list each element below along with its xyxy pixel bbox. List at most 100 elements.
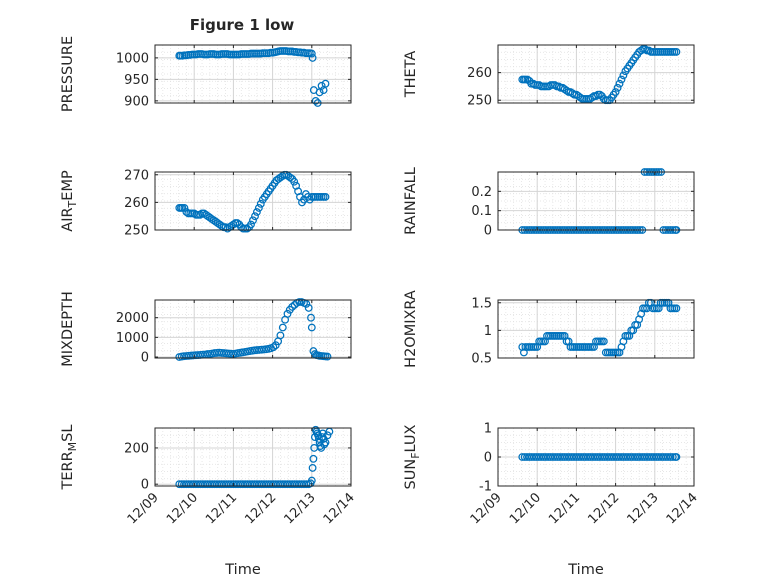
data-point [599, 337, 608, 346]
data-point [278, 172, 287, 181]
data-point [309, 454, 318, 463]
subplot-pressure: 900 950 1000 PRESSURE [60, 36, 352, 112]
data-point [302, 480, 311, 489]
x-tick-label: 12/09 [125, 490, 162, 527]
data-point [256, 199, 265, 208]
y-tick-label: 0.5 [471, 352, 492, 367]
subplot-sun-flux: -1 0 1 SUNFLUX [403, 422, 695, 495]
y-axis-label: SUNFLUX [403, 424, 422, 489]
data-point [278, 323, 287, 332]
axes-box [154, 299, 352, 359]
data-point [637, 46, 646, 55]
x-tick-label: 12/10 [164, 490, 201, 527]
y-tick-label: 270 [124, 168, 149, 183]
data-point [592, 92, 600, 101]
data-point [288, 302, 297, 311]
axes-box [154, 427, 352, 487]
y-axis-label: MIXDEPTH [60, 291, 76, 367]
y-tick-label: 1.5 [471, 296, 492, 311]
x-tick-label: 12/12 [585, 490, 622, 527]
axes-box [497, 171, 695, 231]
y-tick-label: 950 [124, 73, 149, 88]
subplot-mixdepth: 0 1000 2000 MIXDEPTH [60, 291, 352, 367]
y-tick-label: 0 [484, 224, 492, 239]
x-tick-labels-left: 12/09 12/10 12/11 12/12 12/13 12/14 [125, 490, 358, 527]
data-point [323, 431, 332, 440]
axes-box [497, 299, 695, 359]
data-point [243, 224, 252, 233]
x-axis-label-left: Time [224, 562, 261, 578]
data-point [668, 453, 677, 461]
subplot-h2omixra: 0.5 1 1.5 H2OMIXRA [403, 290, 695, 368]
y-tick-label: 0.2 [471, 185, 492, 200]
x-tick-label: 12/10 [507, 490, 544, 527]
x-tick-label: 12/13 [282, 490, 319, 527]
data-point [286, 173, 295, 182]
data-point [320, 440, 329, 449]
x-axis-label-right: Time [567, 562, 604, 578]
x-tick-label: 12/11 [546, 490, 583, 527]
data-point [321, 79, 330, 88]
y-tick-label: 0 [141, 478, 149, 493]
data-point [307, 323, 316, 332]
x-tick-label: 12/14 [321, 490, 358, 527]
data-point [283, 309, 292, 318]
y-axis-label: AIRTEMP [60, 170, 79, 232]
data-point [290, 177, 299, 186]
subplot-rainfall: 0 0.1 0.2 RAINFALL [403, 167, 695, 239]
axes-box [497, 44, 695, 104]
axes-box [154, 44, 352, 104]
subplot-air-temp: 250 260 270 AIRTEMP [60, 168, 352, 239]
data-point [233, 219, 242, 228]
y-axis-label: PRESSURE [60, 36, 76, 112]
y-tick-label: 1 [484, 422, 492, 437]
data-point [254, 203, 263, 212]
y-tick-label: 250 [467, 94, 492, 109]
y-tick-label: 260 [467, 66, 492, 81]
data-point [617, 75, 626, 84]
data-point [321, 192, 330, 201]
axes-box [154, 171, 352, 231]
y-axis-label: RAINFALL [403, 167, 419, 235]
data-point [180, 203, 189, 212]
y-tick-label: 1000 [116, 331, 149, 346]
data-point [595, 90, 604, 99]
data-point [314, 431, 323, 440]
data-point [672, 304, 681, 313]
y-tick-label: 900 [124, 94, 149, 109]
data-point [611, 88, 620, 96]
y-tick-label: 0 [141, 351, 149, 366]
data-point [523, 75, 532, 84]
data-point [519, 348, 528, 357]
x-tick-label: 12/11 [203, 490, 240, 527]
data-point [276, 331, 285, 340]
x-tick-labels-right: 12/09 12/10 12/11 12/12 12/13 12/14 [468, 490, 701, 527]
data-point [252, 208, 261, 216]
data-point [308, 53, 317, 62]
y-tick-label: 1 [484, 324, 492, 339]
y-tick-label: -1 [479, 480, 492, 495]
y-axis-label: H2OMIXRA [403, 290, 419, 368]
y-tick-label: 200 [124, 441, 149, 456]
x-tick-label: 12/13 [625, 490, 662, 527]
data-point [619, 71, 628, 80]
data-point [321, 438, 330, 447]
data-point [317, 81, 326, 90]
subplot-theta: 250 260 THETA [403, 44, 695, 109]
y-tick-label: 2000 [116, 311, 149, 326]
y-tick-label: 250 [124, 224, 149, 239]
data-point [295, 298, 304, 306]
data-point [251, 212, 259, 221]
x-tick-label: 12/09 [468, 490, 505, 527]
data-point [672, 453, 681, 461]
data-point [615, 79, 624, 88]
data-point [307, 313, 315, 322]
data-point [247, 220, 255, 229]
data-point [613, 83, 622, 92]
data-point [308, 463, 317, 472]
y-tick-label: 0.1 [471, 204, 492, 219]
y-tick-label: 260 [124, 196, 149, 211]
data-point [196, 210, 205, 219]
y-axis-label: THETA [403, 51, 419, 99]
